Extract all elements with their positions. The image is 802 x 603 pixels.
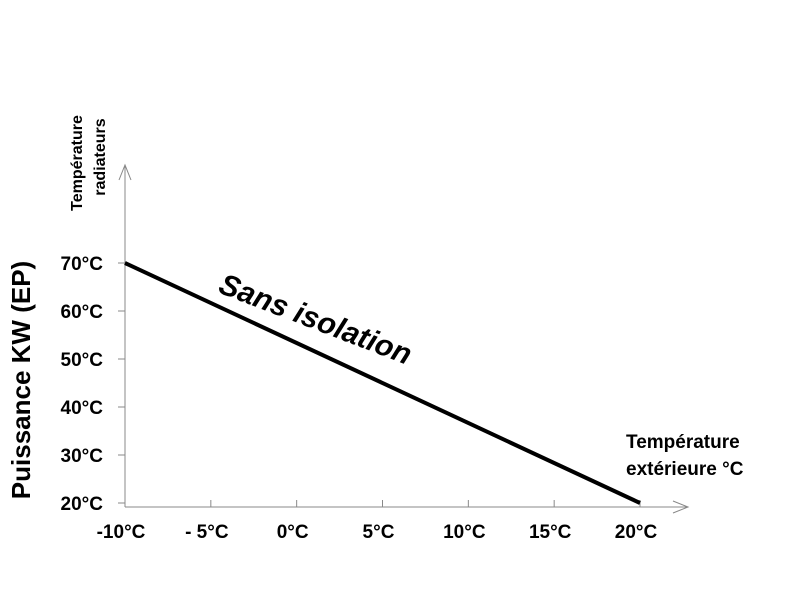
x-axis-title-line1: Température bbox=[626, 432, 740, 453]
x-tick-label: 20°C bbox=[615, 522, 658, 543]
series-line bbox=[124, 261, 641, 505]
x-tick-label: 0°C bbox=[277, 522, 309, 543]
y-tick-label: 40°C bbox=[61, 398, 104, 419]
y-tick-label: 20°C bbox=[61, 494, 104, 515]
y-tick-label: 30°C bbox=[61, 446, 104, 467]
y-axis-title: Puissance KW (EP) bbox=[6, 261, 36, 499]
x-tick-label: -10°C bbox=[97, 522, 146, 543]
y-tick-label: 70°C bbox=[61, 254, 104, 275]
y-tick-label: 60°C bbox=[61, 302, 104, 323]
y-axis-secondary-title-line2: radiateurs bbox=[92, 118, 109, 195]
x-tick-label: - 5°C bbox=[185, 522, 229, 543]
x-tick-label: 10°C bbox=[443, 522, 486, 543]
x-tick-label: 5°C bbox=[363, 522, 395, 543]
x-axis-arrow bbox=[672, 500, 690, 514]
y-tick-label: 50°C bbox=[61, 350, 104, 371]
x-axis-title-line2: extérieure °C bbox=[626, 459, 744, 480]
x-tick-label: 15°C bbox=[529, 522, 572, 543]
y-axis-secondary-title-line1: Température bbox=[69, 115, 86, 211]
y-axis-arrow bbox=[118, 163, 132, 181]
